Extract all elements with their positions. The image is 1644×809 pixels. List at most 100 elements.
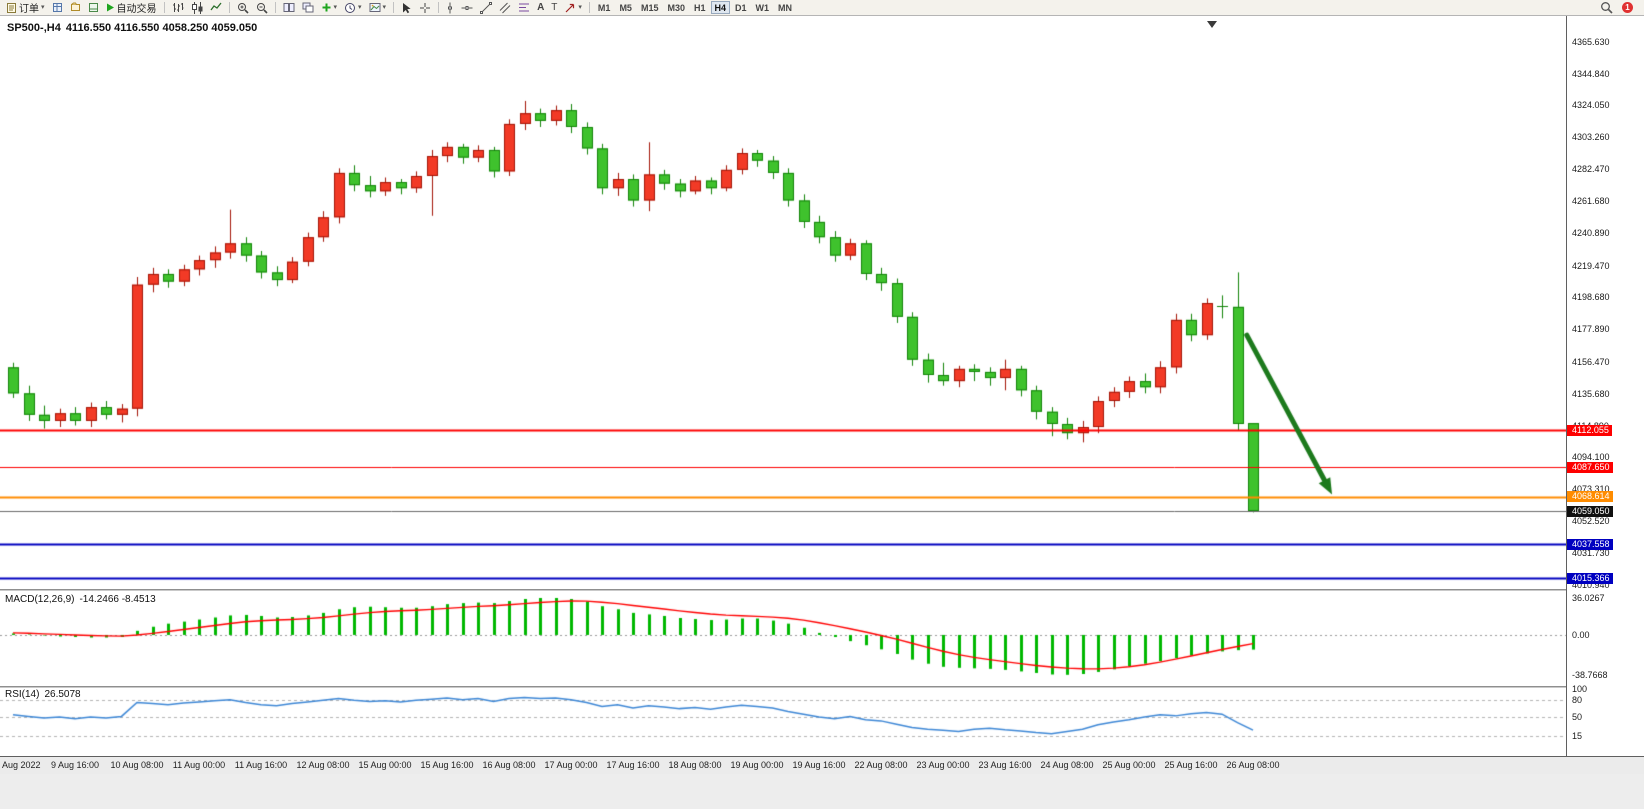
trendline-button[interactable]	[477, 1, 495, 15]
text-icon: A	[537, 1, 545, 13]
timeframe-m15-button[interactable]: M15	[637, 1, 663, 14]
search-icon	[1600, 1, 1613, 14]
autotrading-play-icon	[106, 3, 115, 12]
periods-clock-icon	[344, 2, 356, 14]
cascade-windows-button[interactable]	[299, 1, 317, 15]
chart-bars-button[interactable]	[169, 1, 187, 15]
horizontal-line-button[interactable]	[458, 1, 476, 15]
autotrading-button[interactable]: 自动交易	[103, 1, 160, 15]
timeframe-d1-button[interactable]: D1	[731, 1, 751, 14]
timeframe-m1-button[interactable]: M1	[594, 1, 615, 14]
rsi-value: 26.5078	[44, 689, 81, 700]
price-axis-label: 4135.680	[1572, 388, 1610, 399]
time-axis-label: 22 Aug 08:00	[854, 760, 908, 770]
zoom-in-button[interactable]	[234, 1, 252, 15]
navigator-button[interactable]	[67, 1, 84, 15]
timeframe-m30-button[interactable]: M30	[663, 1, 689, 14]
chevron-down-icon: ▾	[333, 4, 338, 11]
timeframe-group: M1 M5 M15 M30 H1 H4 D1 W1 MN	[594, 1, 796, 14]
time-axis-label: 16 Aug 08:00	[482, 760, 536, 770]
price-axis[interactable]: 4365.630 4344.840 4324.050 4303.260 4282.470…	[1566, 16, 1644, 756]
new-order-button[interactable]: 订单 ▾	[3, 1, 48, 15]
macd-axis-label: -38.7668	[1572, 669, 1608, 680]
cursor-button[interactable]	[398, 1, 415, 15]
price-axis-label: 4282.470	[1572, 164, 1610, 175]
time-axis-label: 15 Aug 00:00	[358, 760, 412, 770]
crosshair-icon	[419, 2, 431, 14]
vertical-line-button[interactable]	[443, 1, 457, 15]
timeframe-h1-button[interactable]: H1	[690, 1, 710, 14]
price-axis-label: 4198.680	[1572, 292, 1610, 303]
fibonacci-button[interactable]	[515, 1, 533, 15]
chart-candlesticks-button[interactable]	[188, 1, 206, 15]
price-chart-canvas[interactable]	[0, 16, 1566, 589]
rsi-header: RSI(14) 26.5078	[5, 689, 86, 700]
indicators-button[interactable]: ▾	[318, 1, 341, 15]
cursor-icon	[401, 2, 412, 14]
price-level-badge: 4015.366	[1567, 572, 1613, 584]
timeframe-mn-button[interactable]: MN	[774, 1, 796, 14]
pane-splitter[interactable]	[0, 686, 1644, 688]
zoom-in-icon	[237, 2, 249, 14]
macd-axis-label: 36.0267	[1572, 592, 1605, 603]
rsi-pane-canvas[interactable]	[0, 688, 1566, 756]
timeframe-w1-button[interactable]: W1	[752, 1, 774, 14]
indicators-add-icon	[321, 2, 332, 13]
chevron-down-icon: ▾	[41, 4, 45, 11]
text-button[interactable]: A	[534, 1, 547, 15]
chart-candlesticks-icon	[191, 1, 203, 14]
chevron-down-icon: ▾	[358, 4, 362, 11]
price-axis-label: 4344.840	[1572, 68, 1610, 79]
ohlc-values: 4116.550 4116.550 4058.250 4059.050	[65, 22, 258, 34]
price-axis-label: 4073.310	[1572, 484, 1610, 495]
time-axis-label: 25 Aug 00:00	[1102, 760, 1156, 770]
new-order-label: 订单	[19, 4, 39, 15]
macd-pane-canvas[interactable]	[0, 591, 1566, 686]
arrow-tool-icon	[564, 2, 576, 14]
notification-badge[interactable]: 1	[1622, 2, 1633, 13]
rsi-axis-label: 100	[1572, 684, 1588, 695]
chart-line-icon	[209, 2, 222, 13]
time-axis[interactable]: Aug 2022 9 Aug 16:00 10 Aug 08:00 11 Aug 00…	[0, 756, 1644, 774]
market-watch-button[interactable]	[49, 1, 66, 15]
arrows-button[interactable]: ▾	[561, 1, 585, 15]
chart-window: SP500-,H4 4116.550 4116.550 4058.250 4059…	[0, 16, 1644, 809]
price-level-badge: 4059.050	[1567, 505, 1613, 517]
terminal-button[interactable]	[85, 1, 102, 15]
templates-image-icon	[369, 2, 381, 13]
tile-windows-button[interactable]	[280, 1, 298, 15]
price-level-badge: 4087.650	[1567, 461, 1613, 473]
timeframe-m5-button[interactable]: M5	[615, 1, 636, 14]
equidistant-channel-icon	[499, 2, 511, 14]
chevron-down-icon: ▾	[382, 4, 387, 11]
time-axis-label: 23 Aug 16:00	[978, 760, 1032, 770]
equidistant-channel-button[interactable]	[496, 1, 514, 15]
price-axis-label: 4010.940	[1572, 579, 1610, 590]
time-axis-label: 25 Aug 16:00	[1164, 760, 1218, 770]
crosshair-button[interactable]	[416, 1, 434, 15]
periods-button[interactable]: ▾	[341, 1, 365, 15]
chart-line-button[interactable]	[207, 1, 225, 15]
toolbar-separator	[274, 2, 276, 13]
pane-splitter[interactable]	[0, 589, 1644, 591]
search-button[interactable]	[1597, 1, 1616, 15]
price-axis-label: 4156.470	[1572, 357, 1610, 368]
chart-bars-icon	[172, 2, 184, 13]
toolbar-separator	[438, 2, 440, 13]
timeframe-h4-button[interactable]: H4	[710, 1, 731, 14]
tile-windows-icon	[283, 2, 295, 13]
price-axis-label: 4052.520	[1572, 516, 1610, 527]
templates-button[interactable]: ▾	[366, 1, 390, 15]
zoom-out-button[interactable]	[253, 1, 271, 15]
time-axis-label: 12 Aug 08:00	[296, 760, 350, 770]
chart-shift-marker-icon[interactable]	[1207, 21, 1217, 28]
navigator-icon	[70, 2, 81, 13]
symbol-period-label: SP500-,H4	[7, 22, 61, 34]
text-label-button[interactable]: T	[548, 1, 560, 15]
macd-values: -14.2466 -8.4513	[79, 594, 156, 605]
price-axis-label: 4031.730	[1572, 547, 1610, 558]
text-label-icon: T	[551, 1, 558, 13]
time-axis-label: 19 Aug 16:00	[792, 760, 846, 770]
price-axis-label: 4261.680	[1572, 195, 1610, 206]
